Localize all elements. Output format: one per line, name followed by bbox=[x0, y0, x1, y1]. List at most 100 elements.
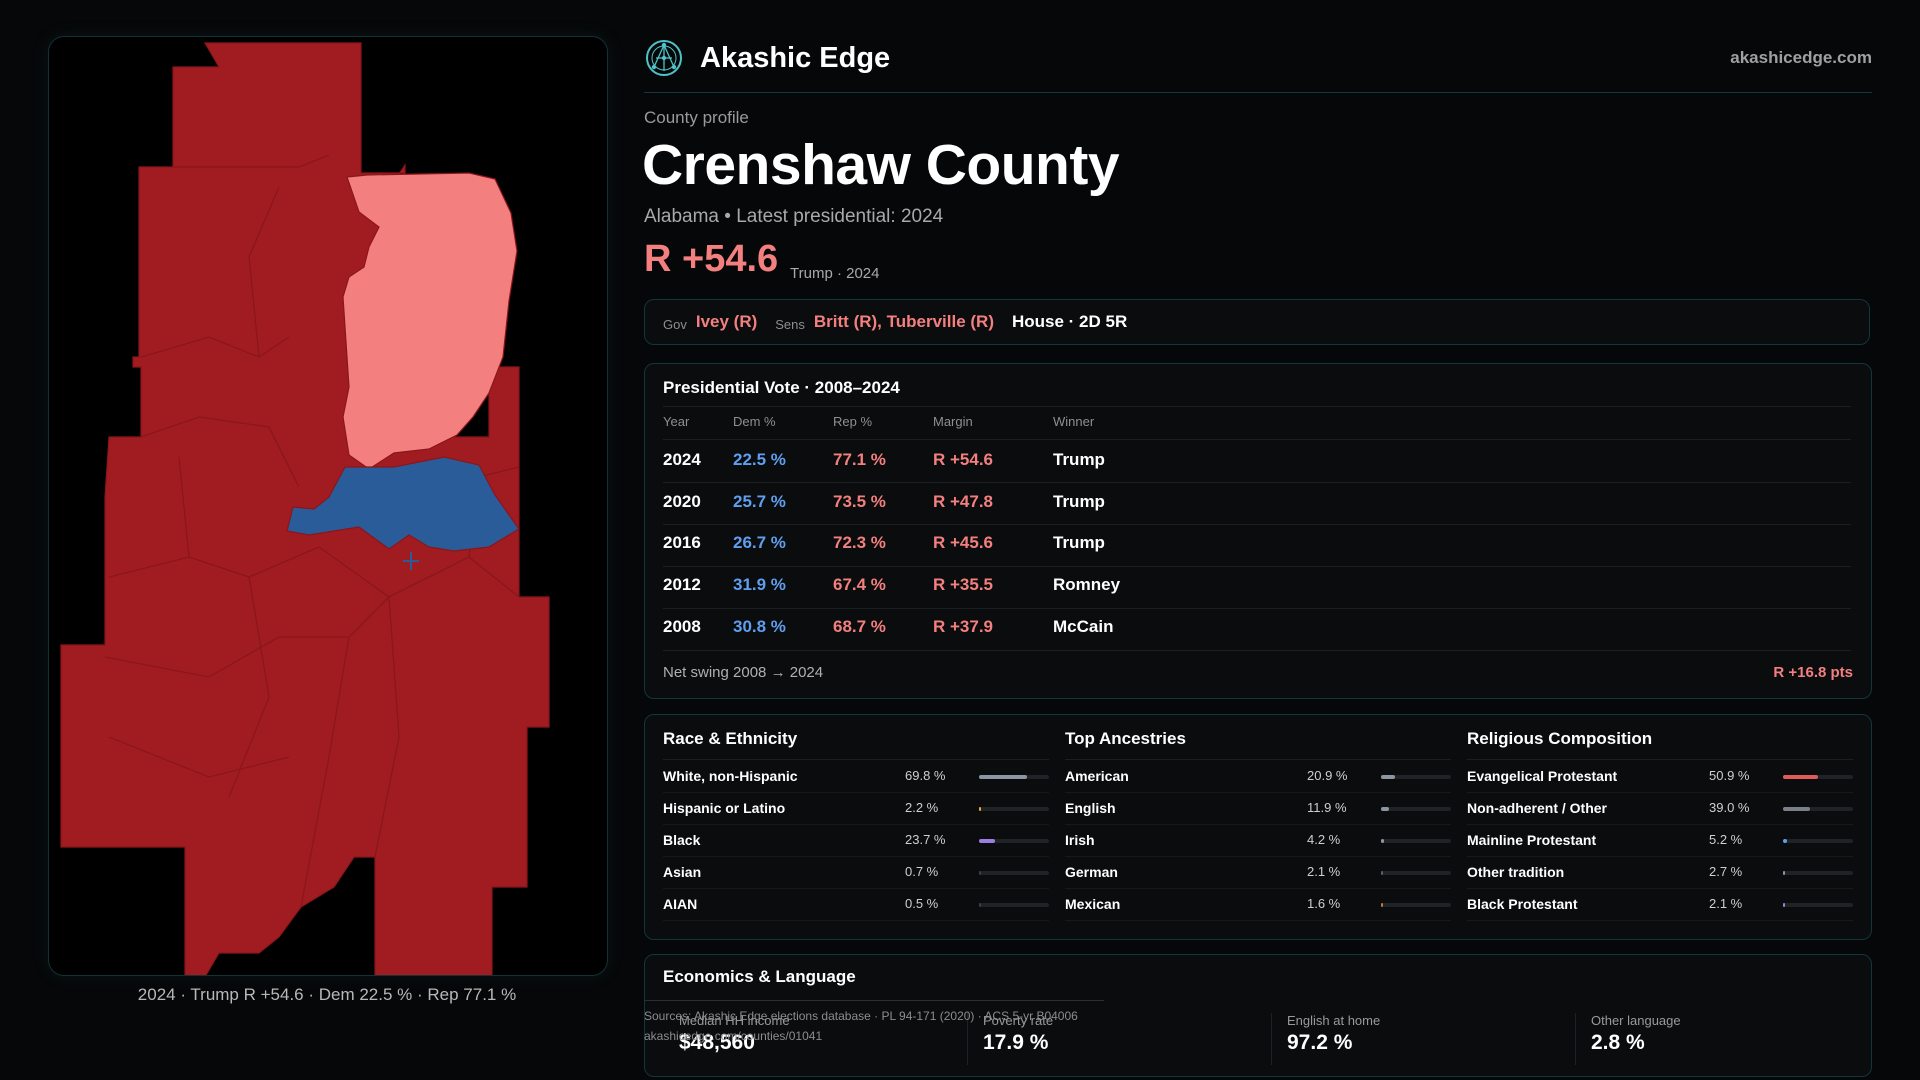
item-label: Mexican bbox=[1065, 896, 1121, 912]
list-item: Hispanic or Latino 2.2 % bbox=[663, 792, 1049, 825]
sens-label: Sens bbox=[775, 316, 805, 332]
stat-english-at-home: English at home 97.2 % bbox=[1287, 1013, 1577, 1069]
stat-label: English at home bbox=[1287, 1013, 1381, 1028]
precinct-boundary bbox=[300, 636, 350, 908]
share-bar bbox=[1783, 807, 1853, 811]
winner-cell: McCain bbox=[1053, 617, 1114, 636]
rep-cell: 73.5 % bbox=[833, 492, 886, 511]
presidential-vote-panel: Presidential Vote · 2008–2024 Year Dem %… bbox=[644, 363, 1872, 699]
margin-note: Trump · 2024 bbox=[790, 265, 880, 282]
item-value: 0.7 % bbox=[905, 864, 939, 879]
col-header-dem: Dem % bbox=[733, 414, 776, 429]
list-item: Non-adherent / Other 39.0 % bbox=[1467, 792, 1853, 825]
brand[interactable]: Akashic Edge bbox=[644, 38, 890, 78]
stat-value: 97.2 % bbox=[1287, 1031, 1353, 1054]
col-header-winner: Winner bbox=[1053, 414, 1095, 429]
stat-value: $48,560 bbox=[679, 1031, 755, 1054]
column-title: Top Ancestries bbox=[1065, 729, 1186, 748]
share-bar-fill bbox=[1783, 871, 1785, 875]
share-bar bbox=[1381, 807, 1451, 811]
year-cell: 2016 bbox=[663, 533, 701, 552]
economics-panel: Economics & Language Median HH income $4… bbox=[644, 954, 1872, 1077]
list-item: Mexican 1.6 % bbox=[1065, 888, 1451, 921]
share-bar-fill bbox=[979, 775, 1027, 779]
precinct-boundary bbox=[108, 546, 320, 578]
share-bar bbox=[979, 871, 1049, 875]
dem-cell: 30.8 % bbox=[733, 617, 786, 636]
table-row: 2020 25.7 % 73.5 % R +47.8 Trump bbox=[645, 482, 1871, 524]
divider bbox=[663, 566, 1851, 567]
precinct-lean-rep[interactable] bbox=[342, 172, 518, 470]
divider bbox=[663, 524, 1851, 525]
winner-cell: Trump bbox=[1053, 450, 1105, 469]
demographic-column: Race & Ethnicity White, non-Hispanic 69.8 … bbox=[663, 715, 1049, 939]
list-item: Black 23.7 % bbox=[663, 824, 1049, 857]
precinct-boundary bbox=[178, 456, 190, 558]
officials-bar: Gov Ivey (R) Sens Britt (R), Tuberville … bbox=[644, 299, 1870, 345]
table-row: 2016 26.7 % 72.3 % R +45.6 Trump bbox=[645, 523, 1871, 565]
share-bar-fill bbox=[1381, 775, 1396, 779]
votes-title: Presidential Vote · 2008–2024 bbox=[663, 378, 900, 397]
divider bbox=[967, 1013, 968, 1065]
winner-cell: Trump bbox=[1053, 533, 1105, 552]
year-cell: 2024 bbox=[663, 450, 701, 469]
table-row: 2008 30.8 % 68.7 % R +37.9 McCain bbox=[645, 607, 1871, 649]
share-bar-fill bbox=[1381, 839, 1384, 843]
share-bar bbox=[1783, 839, 1853, 843]
rep-cell: 77.1 % bbox=[833, 450, 886, 469]
item-label: Other tradition bbox=[1467, 864, 1565, 880]
stat-other-language: Other language 2.8 % bbox=[1591, 1013, 1871, 1069]
precinct-dem[interactable] bbox=[286, 456, 520, 552]
list-item: Irish 4.2 % bbox=[1065, 824, 1451, 857]
divider bbox=[663, 608, 1851, 609]
item-label: AIAN bbox=[663, 896, 698, 912]
stat-label: Poverty rate bbox=[983, 1013, 1054, 1028]
net-swing-value: R +16.8 pts bbox=[1773, 664, 1853, 681]
list-item: German 2.1 % bbox=[1065, 856, 1451, 889]
share-bar bbox=[979, 775, 1049, 779]
col-header-rep: Rep % bbox=[833, 414, 873, 429]
year-cell: 2020 bbox=[663, 492, 701, 511]
dem-cell: 25.7 % bbox=[733, 492, 786, 511]
margin-cell: R +37.9 bbox=[933, 617, 994, 636]
map-caption: 2024 · Trump R +54.6 · Dem 22.5 % · Rep … bbox=[137, 985, 517, 1004]
divider bbox=[1271, 1013, 1272, 1065]
share-bar-fill bbox=[979, 839, 996, 843]
item-value: 23.7 % bbox=[905, 832, 946, 847]
precinct-boundary bbox=[248, 186, 280, 358]
item-label: Irish bbox=[1065, 832, 1095, 848]
list-item: White, non-Hispanic 69.8 % bbox=[663, 760, 1049, 793]
margin-cell: R +35.5 bbox=[933, 575, 994, 594]
winner-cell: Romney bbox=[1053, 575, 1121, 594]
brand-domain-link[interactable]: akashicedge.com bbox=[1730, 48, 1872, 67]
brand-name: Akashic Edge bbox=[700, 41, 891, 74]
sources-url-link[interactable]: akashicedge.com/counties/01041 bbox=[644, 1029, 823, 1043]
stat-median-income: Median HH income $48,560 bbox=[679, 1013, 969, 1069]
list-item: English 11.9 % bbox=[1065, 792, 1451, 825]
stat-poverty-rate: Poverty rate 17.9 % bbox=[983, 1013, 1273, 1069]
item-label: German bbox=[1065, 864, 1118, 880]
share-bar-fill bbox=[1381, 871, 1383, 875]
stat-label: Median HH income bbox=[679, 1013, 790, 1028]
senators: Britt (R), Tuberville (R) bbox=[813, 312, 994, 331]
column-title: Religious Composition bbox=[1467, 729, 1653, 748]
share-bar-fill bbox=[979, 903, 981, 907]
list-item: AIAN 0.5 % bbox=[663, 888, 1049, 921]
share-bar bbox=[1381, 839, 1451, 843]
table-row: 2012 31.9 % 67.4 % R +35.5 Romney bbox=[645, 565, 1871, 607]
divider bbox=[1467, 759, 1853, 760]
sources-note: Sources: Akashic Edge elections database… bbox=[644, 1006, 1078, 1046]
dem-cell: 22.5 % bbox=[733, 450, 786, 469]
item-label: Hispanic or Latino bbox=[663, 800, 786, 816]
share-bar-fill bbox=[1783, 903, 1785, 907]
county-map[interactable] bbox=[48, 36, 608, 976]
list-item: Other tradition 2.7 % bbox=[1467, 856, 1853, 889]
divider bbox=[1575, 1013, 1576, 1065]
year-cell: 2008 bbox=[663, 617, 701, 636]
demographic-column: Top Ancestries American 20.9 % English 11.9 … bbox=[1065, 715, 1451, 939]
item-value: 0.5 % bbox=[905, 896, 939, 911]
header-divider bbox=[644, 92, 1872, 93]
economics-title: Economics & Language bbox=[663, 967, 856, 986]
sources-divider bbox=[644, 1000, 1104, 1001]
item-value: 2.7 % bbox=[1709, 864, 1743, 879]
